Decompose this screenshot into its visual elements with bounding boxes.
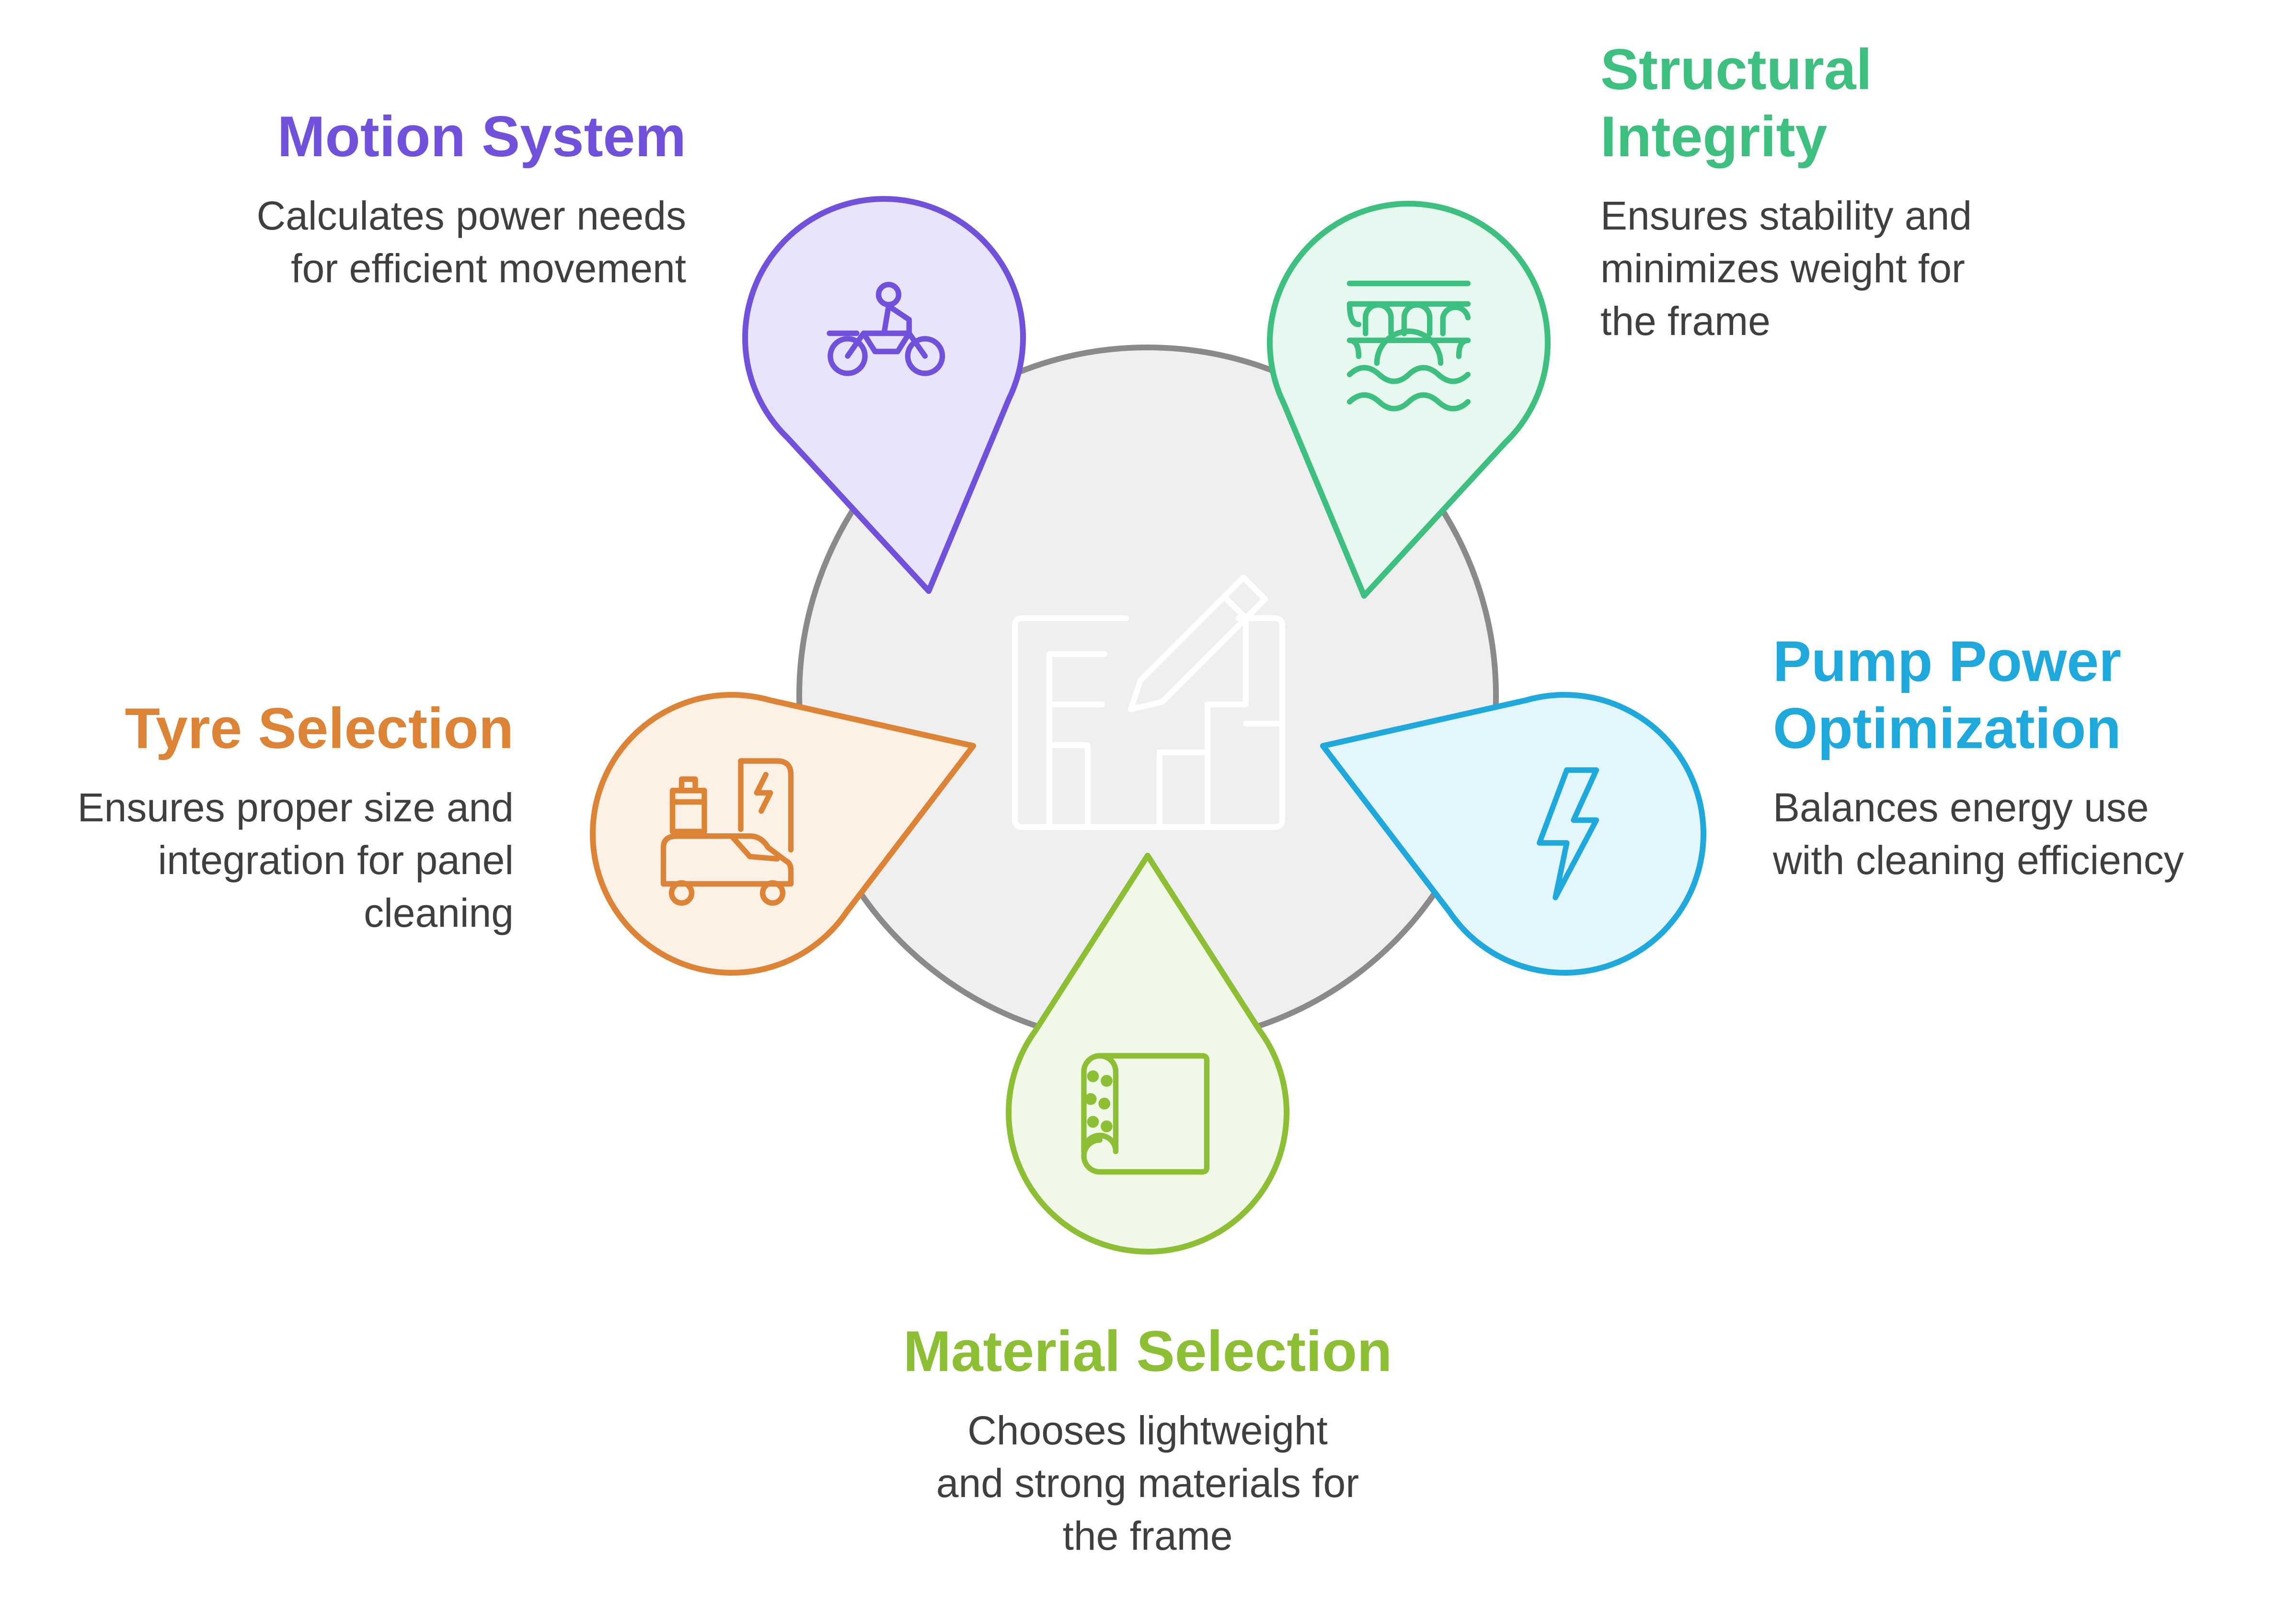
motion-system-title-line: Motion System — [277, 104, 686, 169]
label-material-selection: Material Selection Chooses lightweight a… — [836, 1318, 1459, 1562]
pump-power-desc-line: with cleaning efficiency — [1773, 838, 2184, 883]
tyre-selection-desc-line: Ensures proper size and — [77, 785, 514, 830]
tyre-selection-desc-line: integration for panel — [158, 838, 514, 883]
structural-integrity-title-line: Integrity — [1600, 104, 1828, 169]
motion-system-desc-line: for efficient movement — [291, 246, 686, 291]
pump-power-title: Pump Power Optimization — [1773, 628, 2252, 762]
material-selection-description: Chooses lightweight and strong materials… — [836, 1404, 1459, 1562]
fabric-roll-icon — [1081, 1053, 1210, 1175]
structural-integrity-title: Structural Integrity — [1600, 36, 2175, 170]
motion-drop-shape — [742, 196, 1026, 594]
pump-node — [1320, 692, 1706, 976]
motion-node — [742, 196, 1026, 594]
tyre-selection-description: Ensures proper size and integration for … — [34, 781, 514, 939]
bridge-icon — [1346, 280, 1471, 412]
label-structural-integrity: Structural Integrity Ensures stability a… — [1600, 36, 2175, 347]
structural-integrity-title-line: Structural — [1600, 37, 1872, 102]
tyre-selection-title: Tyre Selection — [34, 695, 514, 762]
structural-integrity-description: Ensures stability and minimizes weight f… — [1600, 189, 2175, 347]
material-selection-desc-line: the frame — [1062, 1513, 1233, 1558]
pump-power-description: Balances energy use with cleaning effici… — [1773, 781, 2252, 887]
structural-integrity-desc-line: the frame — [1600, 299, 1771, 344]
label-motion-system: Motion System Calculates power needs for… — [159, 103, 686, 295]
material-selection-title: Material Selection — [836, 1318, 1459, 1385]
tyre-selection-title-line: Tyre Selection — [125, 696, 514, 760]
material-selection-title-line: Material Selection — [903, 1319, 1392, 1383]
motion-system-title: Motion System — [159, 103, 686, 170]
label-tyre-selection: Tyre Selection Ensures proper size and i… — [34, 695, 514, 939]
pump-drop-shape — [1320, 692, 1706, 976]
tyre-selection-desc-line: cleaning — [364, 890, 514, 935]
blueprint-pencil-icon — [1012, 575, 1285, 830]
structural-integrity-desc-line: Ensures stability and — [1600, 193, 1972, 238]
motion-system-description: Calculates power needs for efficient mov… — [159, 189, 686, 295]
tyre-node — [590, 692, 977, 976]
motion-system-desc-line: Calculates power needs — [256, 193, 686, 238]
motorcycle-icon — [827, 282, 945, 376]
ev-charging-icon — [660, 758, 794, 906]
lightning-icon — [1537, 767, 1599, 900]
label-pump-power-optimization: Pump Power Optimization Balances energy … — [1773, 628, 2252, 887]
material-selection-desc-line: and strong materials for — [936, 1461, 1359, 1506]
structural-integrity-desc-line: minimizes weight for — [1600, 246, 1965, 291]
pump-power-title-line: Optimization — [1773, 696, 2121, 760]
pump-power-title-line: Pump Power — [1773, 629, 2121, 693]
pump-power-desc-line: Balances energy use — [1773, 785, 2149, 830]
material-node — [1006, 852, 1289, 1255]
material-selection-desc-line: Chooses lightweight — [967, 1408, 1328, 1453]
structural-node — [1267, 201, 1551, 599]
